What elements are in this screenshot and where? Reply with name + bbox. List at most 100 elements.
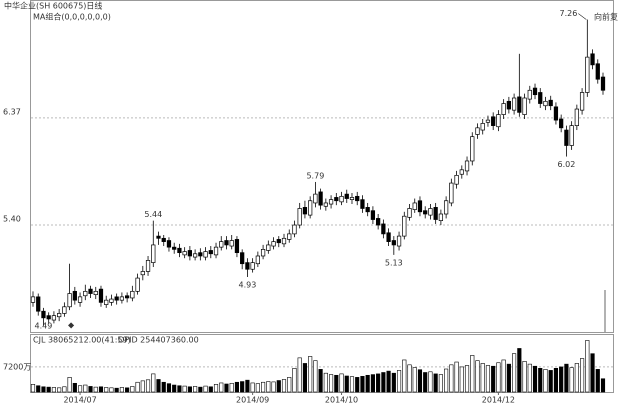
volume-bar	[51, 387, 56, 393]
volume-bar	[193, 386, 198, 393]
candle-body	[208, 250, 213, 255]
volume-bar	[543, 369, 548, 393]
candle-body	[443, 200, 449, 215]
candle-body	[302, 207, 308, 215]
price-panel	[30, 0, 614, 333]
candle-body	[339, 195, 344, 203]
candle-body	[475, 127, 480, 135]
candle-body	[104, 299, 109, 305]
low-label: 6.02	[557, 160, 575, 169]
candle-body	[140, 271, 145, 276]
volume-bar	[261, 381, 266, 393]
candle-body	[313, 193, 318, 204]
candle-body	[506, 100, 511, 110]
volume-title: CJL 38065212.00(41:59)	[33, 336, 131, 345]
candle-body	[281, 237, 287, 245]
candle-body	[402, 215, 407, 237]
volume-bar	[344, 375, 349, 393]
candle-body	[308, 200, 313, 216]
label-pointer	[578, 13, 587, 20]
volume-bar	[41, 386, 46, 393]
low-label: 5.13	[385, 258, 403, 267]
volume-bar	[318, 369, 323, 393]
high-label: 5.44	[144, 210, 162, 219]
volume-bar	[470, 355, 475, 393]
candle-body	[245, 262, 250, 270]
volume-bar	[590, 353, 595, 393]
candle-body	[574, 108, 579, 126]
candle-body	[381, 223, 386, 235]
candle-body	[125, 295, 130, 299]
volume-bar	[187, 386, 192, 393]
candle-body	[370, 210, 376, 220]
candle-body	[156, 235, 161, 239]
candle-body	[355, 195, 360, 202]
candle-body	[203, 251, 208, 258]
candle-body	[151, 244, 156, 263]
candle-body	[517, 96, 522, 113]
candle-body	[470, 136, 475, 162]
x-tick-label: 2014/07	[63, 396, 96, 405]
volume-bar	[349, 376, 355, 393]
volume-bar	[428, 371, 433, 393]
candle-body	[219, 241, 224, 248]
volume-bar	[287, 377, 292, 393]
candle-body	[36, 296, 41, 312]
volume-bar	[370, 374, 375, 393]
volume-bar	[553, 368, 559, 393]
x-tick-label: 2014/10	[325, 396, 358, 405]
candle-body	[569, 125, 574, 146]
volume-bar	[496, 362, 501, 393]
volume-bar	[208, 386, 213, 393]
candle-body	[292, 224, 297, 235]
volume-bar	[83, 384, 88, 393]
candle-body	[423, 210, 428, 215]
candle-body	[480, 123, 485, 131]
volume-bar	[203, 385, 208, 393]
volume-bar	[313, 360, 318, 393]
volume-bar	[229, 382, 234, 393]
volume-bar	[177, 385, 182, 393]
candle-body	[192, 253, 198, 258]
candle-body	[260, 249, 266, 257]
volume-note: OPID 254407360.00	[118, 336, 199, 345]
candle-body	[77, 296, 83, 303]
volume-bar	[292, 368, 297, 393]
candle-body	[229, 240, 234, 247]
candle-body	[376, 218, 381, 226]
volume-bar	[46, 386, 51, 393]
volume-bar	[480, 363, 485, 393]
low-label: 4.49	[35, 322, 53, 331]
volume-bar	[323, 372, 328, 393]
candle-body	[240, 252, 245, 265]
volume-bar	[407, 364, 412, 393]
candle-body	[417, 200, 423, 213]
volume-bar	[72, 382, 77, 393]
volume-panel	[30, 334, 614, 393]
volume-bar	[360, 376, 365, 393]
volume-bar	[595, 369, 600, 393]
candle-body	[459, 169, 464, 175]
candle-body	[224, 240, 229, 246]
candle-body	[72, 290, 77, 301]
candle-body	[590, 53, 595, 66]
x-tick-label: 2014/09	[236, 396, 269, 405]
volume-bar	[67, 377, 72, 393]
candle-body	[543, 100, 548, 107]
volume-bar	[580, 358, 585, 393]
candle-body	[464, 160, 470, 172]
candle-body	[449, 182, 454, 204]
volume-bar	[501, 359, 506, 393]
candle-body	[396, 235, 402, 247]
candle-body	[166, 240, 172, 248]
high-label: 7.26	[559, 9, 577, 18]
indicator-title: MA组合(0,0,0,0,0,0)	[33, 12, 111, 22]
volume-bar	[30, 384, 36, 393]
volume-bar	[104, 387, 109, 393]
candle-body	[407, 208, 412, 218]
volume-bar	[600, 378, 606, 393]
volume-bar	[538, 368, 543, 393]
volume-bar	[438, 374, 443, 393]
candle-body	[198, 252, 203, 257]
volume-tick-label: 7200万	[3, 362, 31, 371]
